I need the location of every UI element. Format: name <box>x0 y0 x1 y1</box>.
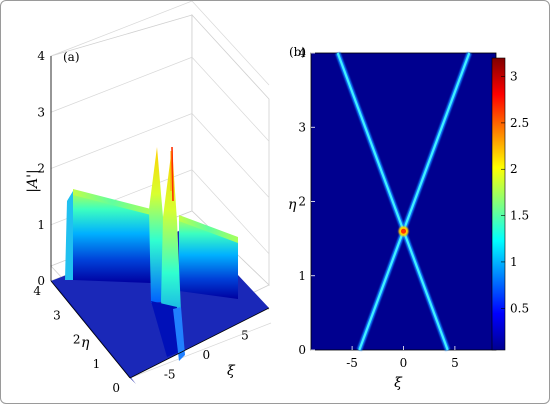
x-tick-label: 0 <box>400 356 408 370</box>
soliton-trajectory-2 <box>336 52 449 351</box>
z-tick-label: 1 <box>37 218 45 232</box>
eta-tick-label: 0 <box>112 381 120 395</box>
z-gridline <box>50 56 193 113</box>
heatmap-plot: -5 0 5 0 1 2 3 4 (b) η ξ 0.5 1 1.5 2 2.5 3 <box>288 45 529 391</box>
collision-peak <box>401 228 406 234</box>
colorbar-tick-label: 1 <box>510 255 518 269</box>
z-axis-label: |A'| <box>25 169 41 192</box>
plateau-left-top <box>73 189 151 215</box>
eta-tick-label: 3 <box>53 308 61 322</box>
xi-axis <box>129 307 270 379</box>
z-tick-label: 2 <box>37 162 45 176</box>
heatmap-area <box>310 52 497 351</box>
y-tick-label: 3 <box>298 120 306 134</box>
y-tick-label: 4 <box>298 46 306 60</box>
colorbar-tick-label: 1.5 <box>510 209 529 223</box>
x-tick-label: 5 <box>451 356 459 370</box>
xi-axis-label: ξ <box>227 363 236 379</box>
y-tick-label: 2 <box>298 195 306 209</box>
z-tick-label: 4 <box>37 49 45 63</box>
peak-crest <box>171 146 174 202</box>
heatmap-y-label: η <box>288 197 297 213</box>
xi-tick-label: 0 <box>203 348 211 362</box>
colorbar-tick-label: 2.5 <box>510 116 529 130</box>
eta-axis-label: η <box>81 335 90 351</box>
y-tick-label: 0 <box>298 343 306 357</box>
z-gridline-right <box>191 169 270 254</box>
z-tick-label: 3 <box>37 105 45 119</box>
plateau-right <box>179 219 238 299</box>
panel-label-a: (a) <box>63 50 80 64</box>
z-gridline-right <box>191 113 270 198</box>
plateau-left-edge <box>65 191 73 280</box>
xi-tick-label: -5 <box>164 367 176 381</box>
xi-tick-label: 5 <box>241 329 249 343</box>
eta-axis <box>50 280 131 379</box>
x-tick-label: -5 <box>346 356 358 370</box>
plateau-left <box>73 193 151 283</box>
z-gridline <box>50 0 193 57</box>
eta-tick-label: 2 <box>73 333 81 347</box>
colorbar-ticks: 0.5 1 1.5 2 2.5 3 <box>501 70 529 315</box>
valley-streak <box>151 301 181 357</box>
eta-gridline <box>129 322 272 379</box>
z-tick-label: 0 <box>37 274 45 288</box>
soliton-trajectories <box>335 52 472 351</box>
z-gridline-right <box>191 57 270 142</box>
z-gridline-right <box>191 0 270 86</box>
heatmap-ticks: -5 0 5 0 1 2 3 4 <box>298 46 458 370</box>
heatmap-x-label: ξ <box>394 375 403 391</box>
plateau-right-top <box>179 215 238 243</box>
colorbar-tick-label: 0.5 <box>510 301 529 315</box>
panel-label-b: (b) <box>289 45 306 59</box>
colorbar <box>491 57 506 351</box>
colorbar-tick-label: 2 <box>510 162 518 176</box>
eta-tick-label: 4 <box>33 284 41 298</box>
valley-streak-highlight <box>173 307 185 361</box>
eta-tick-label: 1 <box>93 357 101 371</box>
z-gridline <box>50 113 193 169</box>
y-tick-label: 1 <box>298 269 306 283</box>
colorbar-tick-label: 3 <box>510 70 518 84</box>
soliton-trajectory-1 <box>358 52 471 351</box>
